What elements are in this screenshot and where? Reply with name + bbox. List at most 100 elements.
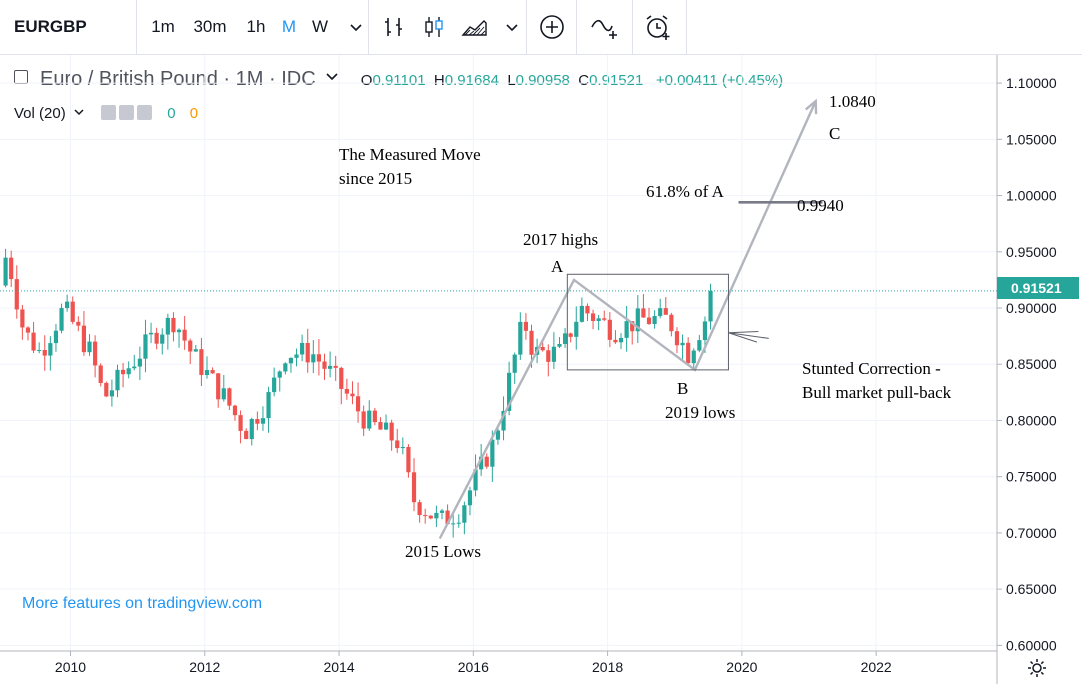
candle-body — [221, 388, 226, 400]
candle-body — [272, 377, 277, 393]
candle-body — [81, 325, 87, 353]
area-chart-icon[interactable] — [460, 13, 488, 41]
volume-label[interactable]: Vol (20) — [14, 105, 66, 122]
price-tick-label: 1.05000 — [1006, 131, 1057, 147]
annotation-fib-value: 0.9940 — [797, 196, 844, 215]
price-tick-label: 0.65000 — [1006, 581, 1057, 597]
candle-body — [652, 316, 657, 324]
candle-body — [171, 317, 176, 333]
chevron-down-icon[interactable] — [342, 13, 370, 41]
annotation-bull-pullback: Bull market pull-back — [802, 383, 952, 402]
candle-body — [210, 370, 215, 374]
candle-body — [624, 321, 629, 338]
bar-chart-icon[interactable] — [380, 13, 408, 41]
candle-body — [434, 512, 439, 519]
candle-body — [333, 365, 338, 368]
price-axis[interactable]: 1.10000 1.05000 1.00000 0.95000 0.90000 0.850… — [997, 75, 1057, 653]
price-chart[interactable]: 1.10000 1.05000 1.00000 0.95000 0.90000 0.850… — [0, 55, 1082, 684]
candle-body — [473, 469, 478, 491]
interval-week[interactable]: W — [311, 17, 329, 36]
annotation-target-value: 1.0840 — [829, 92, 876, 111]
candle-body — [406, 446, 411, 473]
candle-body — [76, 321, 81, 326]
candle-body — [596, 318, 601, 321]
candle-body — [115, 369, 120, 391]
candle-body — [439, 510, 445, 513]
chevron-down-icon[interactable] — [498, 13, 526, 41]
candle-body — [31, 332, 36, 351]
candle-body — [467, 490, 473, 506]
candle-body — [658, 308, 663, 317]
candle-body — [607, 319, 612, 340]
tradingview-link[interactable]: More features on tradingview.com — [22, 595, 263, 612]
candle-body — [529, 330, 534, 355]
candle-body — [669, 314, 674, 332]
candle-body — [260, 418, 266, 424]
chart-grid — [0, 55, 997, 651]
close-icon[interactable] — [137, 105, 153, 120]
top-toolbar: EURGBP 1m 30m 1h M W — [0, 0, 1082, 55]
candle-body — [646, 317, 652, 324]
annotation-2017-highs: 2017 highs — [523, 230, 599, 249]
candle-body — [635, 308, 640, 332]
candle-body — [227, 388, 232, 406]
candle-body — [87, 341, 92, 353]
candle-body — [395, 440, 400, 449]
candle-body — [344, 388, 349, 394]
toolbar-separator — [686, 0, 687, 54]
candle-body — [546, 350, 551, 362]
open-label: O — [360, 72, 373, 89]
candle-body — [305, 342, 310, 363]
drawings[interactable] — [438, 98, 823, 540]
candle-body — [160, 334, 165, 344]
interval-month[interactable]: M — [281, 17, 297, 36]
candle-body — [266, 392, 271, 419]
chevron-down-icon[interactable] — [73, 106, 85, 118]
candle-body — [3, 257, 8, 286]
candle-body — [456, 522, 461, 524]
annotation-point-a: A — [551, 257, 564, 276]
chevron-down-icon[interactable] — [325, 70, 339, 84]
candle-body — [143, 334, 148, 359]
time-axis[interactable]: 2010 2012 2014 2016 2018 2020 2022 — [55, 651, 892, 675]
time-tick-label: 2016 — [458, 659, 489, 675]
candle-body — [322, 361, 327, 369]
toolbar-separator — [632, 0, 633, 54]
add-indicator-icon[interactable] — [538, 13, 566, 41]
candle-body — [277, 371, 282, 378]
eye-icon[interactable] — [101, 105, 117, 120]
price-tick-label: 0.95000 — [1006, 244, 1057, 260]
close-label: C — [578, 72, 590, 89]
annotation-point-b: B — [677, 379, 689, 398]
candle-body — [367, 410, 372, 429]
alarm-clock-icon[interactable] — [644, 13, 672, 41]
candle-body — [232, 405, 238, 416]
candle-body — [518, 321, 523, 355]
candle-body — [53, 330, 59, 344]
candle-body — [613, 339, 618, 343]
candle-body — [182, 329, 187, 341]
candle-body — [255, 419, 260, 424]
candle-body — [562, 333, 568, 344]
candle-body — [568, 333, 573, 337]
candle-body — [25, 327, 31, 333]
interval-30m[interactable]: 30m — [193, 17, 227, 36]
annotation-since-2015: since 2015 — [339, 169, 413, 188]
legend-title[interactable]: Euro / British Pound · 1M · IDC — [40, 68, 316, 90]
gear-icon[interactable] — [119, 105, 135, 120]
symbol-search[interactable]: EURGBP — [14, 17, 87, 36]
candle-body — [137, 358, 142, 367]
candle-body — [70, 301, 75, 322]
interval-1h[interactable]: 1h — [246, 17, 266, 36]
time-tick-label: 2010 — [55, 659, 86, 675]
candle-body — [641, 308, 646, 318]
gear-icon[interactable] — [1026, 657, 1048, 679]
candle-body — [674, 331, 680, 346]
candle-body — [630, 321, 635, 332]
candles-icon[interactable] — [420, 13, 448, 41]
candle-body — [361, 411, 366, 429]
candle-body — [618, 337, 624, 343]
compare-icon[interactable] — [590, 13, 618, 41]
price-tick-label: 0.85000 — [1006, 356, 1057, 372]
interval-1m[interactable]: 1m — [151, 17, 175, 36]
